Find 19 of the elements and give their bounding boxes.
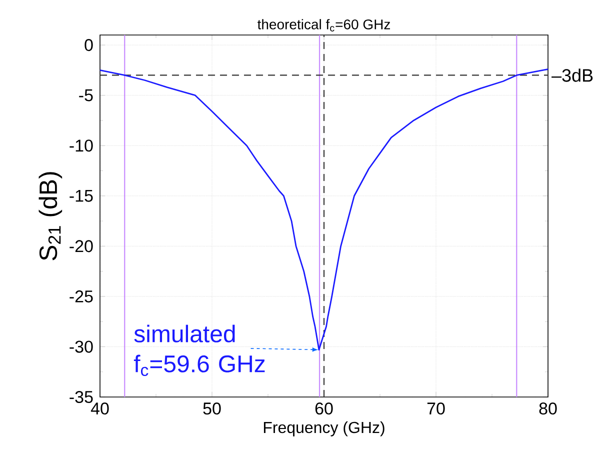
x-axis-title: Frequency (GHz) [264,421,384,436]
x-tick-label: 70 [427,402,445,415]
annotation: simulated f$_{c}$=59.6 GHz [134,324,265,376]
y-tick-label: 0 [84,39,93,52]
ref-line-label: theoretical f$_{c}$=60 GHz [258,19,390,32]
y-tick-label: -15 [70,190,93,202]
x-tick-label: 60 [315,402,333,415]
x-tick-label: 40 [90,402,109,415]
y-tick-label: -10 [70,140,93,152]
y-tick-label: -20 [70,240,93,252]
y-tick-label: -35 [70,390,93,404]
ref-line-label: –3dB [552,68,593,82]
y-axis-title: S$_{21}$ (dB) [38,172,62,260]
line-series [99,68,549,350]
y-tick-label: -5 [79,89,93,102]
x-tick-label: 80 [539,402,557,415]
y-tick-label: -25 [70,290,93,302]
y-tick-label: -30 [70,340,93,353]
x-tick-label: 50 [203,402,221,415]
